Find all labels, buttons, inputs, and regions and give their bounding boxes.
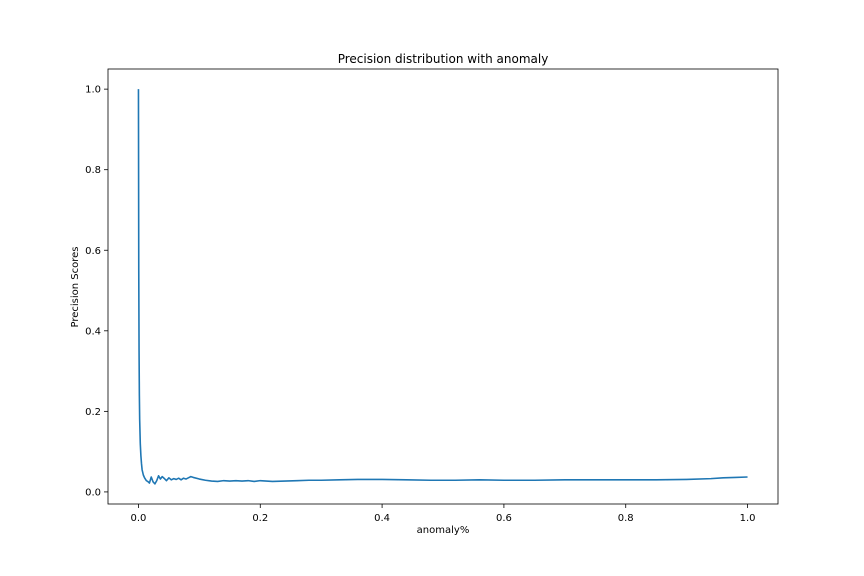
plot-content: [137, 89, 748, 485]
series-line: [137, 89, 748, 485]
y-tick-label: 0.4: [85, 326, 101, 337]
x-tick-label: 1.0: [740, 513, 756, 524]
y-tick-label: 1.0: [85, 85, 101, 96]
x-axis-ticks: 0.0 0.2 0.4 0.6 0.8 1.0: [131, 504, 756, 524]
y-tick-label: 0.8: [85, 165, 101, 176]
y-tick-label: 0.0: [85, 487, 101, 498]
x-tick-label: 0.0: [131, 513, 147, 524]
x-tick-label: 0.8: [618, 513, 634, 524]
x-tick-label: 0.4: [374, 513, 390, 524]
y-axis-label: Precision Scores: [70, 246, 81, 327]
chart-title: Precision distribution with anomaly: [338, 52, 549, 66]
y-tick-label: 0.2: [85, 407, 101, 418]
x-tick-label: 0.6: [496, 513, 512, 524]
plot-frame: [107, 68, 779, 505]
x-tick-label: 0.2: [252, 513, 268, 524]
plot-area: [108, 69, 778, 504]
y-tick-label: 0.6: [85, 246, 101, 257]
y-axis-ticks: 0.0 0.2 0.4 0.6 0.8 1.0: [85, 85, 108, 498]
x-axis-label: anomaly%: [417, 525, 470, 536]
